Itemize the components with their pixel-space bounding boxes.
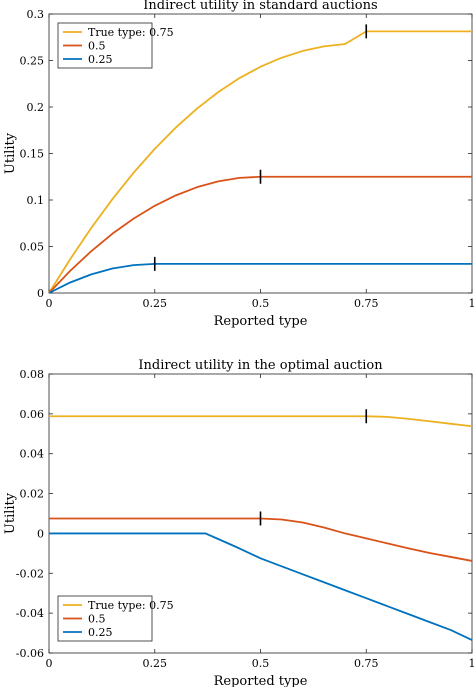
bottom-series-line-2 xyxy=(49,532,473,641)
bottom-x-axis-title: Reported type xyxy=(214,674,308,687)
bottom-x-tick-label: 0 xyxy=(46,657,53,670)
top-x-tick-label: 0.5 xyxy=(252,297,270,310)
bottom-x-tick-label: 0.75 xyxy=(354,657,379,670)
bottom-y-tick-label: -0.04 xyxy=(16,607,44,620)
bottom-y-tick-label: 0 xyxy=(37,527,44,540)
top-y-tick-label: 0.25 xyxy=(20,55,45,68)
top-legend-entry-0: True type: 0.75 xyxy=(88,26,174,39)
bottom-series-line-0 xyxy=(49,415,473,428)
bottom-y-tick-label: 0.08 xyxy=(20,368,45,381)
bottom-x-tick-label: 1 xyxy=(469,657,474,670)
bottom-legend-entry-2: 0.25 xyxy=(88,626,113,639)
top-y-tick-label: 0.15 xyxy=(20,148,45,161)
top-y-tick-label: 0.2 xyxy=(27,101,45,114)
top-chart: 0 0.25 0.5 0.75 100.050.10.150.20.250.3Indir… xyxy=(3,0,474,329)
bottom-x-tick-label: 0.25 xyxy=(143,657,168,670)
top-series-line-2 xyxy=(48,262,472,294)
top-legend-entry-1: 0.5 xyxy=(88,40,106,53)
top-y-tick-label: 0.3 xyxy=(27,8,45,21)
top-x-tick-label: 0 xyxy=(46,297,53,310)
bottom-x-tick-label: 0.5 xyxy=(252,657,270,670)
bottom-y-tick-label: -0.06 xyxy=(16,647,44,660)
bottom-y-tick-label: 0.02 xyxy=(20,488,45,501)
bottom-y-axis-title: Utility xyxy=(3,492,18,534)
top-x-axis-title: Reported type xyxy=(214,314,308,329)
top-legend-entry-2: 0.25 xyxy=(88,53,113,66)
bottom-y-tick-label: -0.02 xyxy=(16,567,44,580)
bottom-legend-entry-1: 0.5 xyxy=(88,613,106,626)
top-y-tick-label: 0.1 xyxy=(27,194,45,207)
top-y-tick-label: 0 xyxy=(37,287,44,300)
top-series-line-0 xyxy=(48,30,472,294)
bottom-chart-title: Indirect utility in the optimal auction xyxy=(138,358,383,373)
top-y-axis-title: Utility xyxy=(3,132,18,174)
top-x-tick-label: 0.75 xyxy=(354,297,379,310)
top-x-tick-label: 1 xyxy=(469,297,474,310)
bottom-series-line-1 xyxy=(49,517,473,562)
bottom-y-tick-label: 0.04 xyxy=(20,448,45,461)
bottom-legend: True type: 0.750.50.25 xyxy=(57,595,174,642)
bottom-legend-entry-0: True type: 0.75 xyxy=(88,599,174,612)
top-chart-title: Indirect utility in standard auctions xyxy=(143,0,377,13)
top-legend: True type: 0.750.50.25 xyxy=(57,22,174,69)
bottom-chart: 0 0.25 0.5 0.75 1-0.06-0.04-0.0200.020.040.0… xyxy=(3,358,474,687)
top-y-tick-label: 0.05 xyxy=(20,241,45,254)
top-x-tick-label: 0.25 xyxy=(143,297,168,310)
bottom-y-tick-label: 0.06 xyxy=(20,408,45,421)
